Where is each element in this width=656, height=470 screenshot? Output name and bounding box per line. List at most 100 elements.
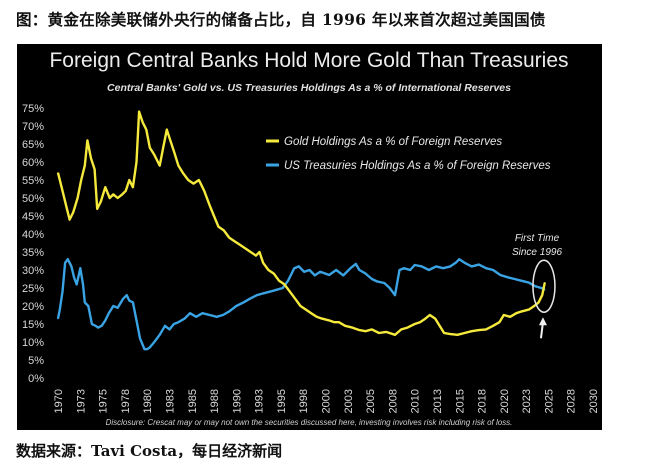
y-tick-label: 15% (22, 319, 44, 331)
treasuries-point (146, 348, 148, 350)
gold-point (533, 305, 535, 307)
gold-point (273, 273, 275, 275)
gold-point (159, 165, 161, 167)
treasuries-point (371, 278, 373, 280)
treasuries-point (189, 312, 191, 314)
treasuries-point (328, 274, 330, 276)
gold-point (456, 334, 459, 336)
treasuries-point (216, 316, 218, 318)
gold-point (84, 165, 86, 167)
gold-point (117, 197, 119, 199)
gold-point (104, 186, 106, 188)
gold-point (371, 328, 373, 330)
x-tick-label: 2028 (566, 389, 578, 413)
line-chart: Foreign Central Banks Hold More Gold Tha… (22, 49, 600, 427)
gold-point (258, 251, 261, 253)
treasuries-point (173, 323, 175, 325)
gold-point (162, 147, 164, 149)
treasuries-point (269, 291, 271, 293)
x-tick-label: 1973 (75, 389, 87, 413)
treasuries-point (84, 301, 86, 303)
treasuries-point (61, 291, 64, 293)
gold-point (278, 280, 280, 282)
gold-point (223, 229, 225, 231)
gold-point (125, 190, 127, 192)
treasuries-point (478, 264, 480, 266)
treasuries-point (485, 267, 487, 269)
gold-point (509, 316, 511, 318)
treasuries-point (298, 265, 300, 267)
treasuries-point (349, 267, 352, 269)
gold-point (305, 309, 307, 311)
gold-point (429, 314, 431, 316)
gold-point (521, 310, 523, 312)
gold-point (541, 294, 543, 296)
treasuries-point (135, 319, 138, 321)
gold-point (294, 298, 296, 300)
treasuries-point (104, 319, 106, 321)
gold-point (385, 331, 387, 333)
treasuries-point (153, 341, 155, 343)
x-tick-label: 1985 (187, 389, 199, 413)
treasuries-point (324, 273, 327, 275)
treasuries-point (73, 276, 75, 278)
gold-point (132, 186, 134, 188)
gold-point (255, 255, 257, 257)
highlight-ellipse (532, 259, 556, 313)
treasuries-point (64, 262, 66, 264)
gold-point (439, 325, 441, 327)
x-tick-label: 1990 (231, 389, 243, 413)
gold-point (394, 334, 396, 336)
treasuries-point (471, 265, 473, 267)
gold-point (90, 157, 92, 159)
y-tick-label: 60% (22, 157, 44, 169)
gold-point (239, 244, 241, 246)
gold-point (333, 321, 335, 323)
treasuries-point (540, 287, 542, 289)
y-tick-label: 70% (22, 121, 44, 133)
treasuries-point (464, 262, 466, 264)
x-tick-label: 2000 (321, 389, 333, 413)
treasuries-point (355, 263, 357, 265)
treasuries-point (159, 334, 161, 336)
gold-point (77, 197, 79, 199)
treasuries-point (201, 312, 204, 314)
gold-point (96, 208, 98, 210)
gold-point (365, 330, 367, 332)
treasuries-point (442, 267, 444, 269)
treasuries-point (79, 267, 81, 269)
gold-point (109, 197, 111, 199)
gold-point (310, 312, 312, 314)
y-axis: 0% 5% 10% 15% 20% 25% 30% 35% 40% 45% 50% 55% 60% 65%… (22, 103, 44, 385)
gold-point (128, 179, 130, 181)
treasuries-point (398, 269, 401, 271)
series-group (56, 110, 546, 351)
treasuries-point (394, 294, 396, 296)
figure-caption: 图：黄金在除美联储外央行的储备占比，自 1996 年以来首次超过美国国债 (16, 10, 546, 29)
gold-point (283, 283, 286, 285)
annotation: First Time Since 1996 (512, 233, 562, 339)
y-tick-label: 30% (22, 265, 44, 277)
x-tick-label: 1993 (254, 389, 266, 413)
x-tick-label: 2013 (432, 389, 444, 413)
gold-point (244, 247, 246, 249)
y-tick-label: 55% (22, 175, 44, 187)
treasuries-point (222, 314, 224, 316)
treasuries-point (435, 265, 437, 267)
gold-point (145, 129, 147, 131)
treasuries-point (57, 318, 59, 320)
legend-label-treasuries: US Treasuries Holdings As a % of Foreign… (284, 160, 551, 172)
y-tick-label: 25% (22, 283, 44, 295)
gold-point (173, 150, 175, 152)
treasuries-point (492, 269, 494, 271)
treasuries-point (126, 294, 128, 296)
gold-point (169, 139, 171, 141)
x-tick-label: 2025 (543, 389, 555, 413)
gold-point (61, 190, 64, 192)
treasuries-point (303, 271, 305, 273)
y-tick-label: 75% (22, 103, 44, 115)
gold-point (289, 291, 291, 293)
x-tick-label: 2015 (454, 389, 466, 413)
gold-point (69, 219, 71, 221)
x-axis: 1970 1973 1975 1978 1980 1983 1985 1988 1990 1993… (53, 389, 600, 413)
